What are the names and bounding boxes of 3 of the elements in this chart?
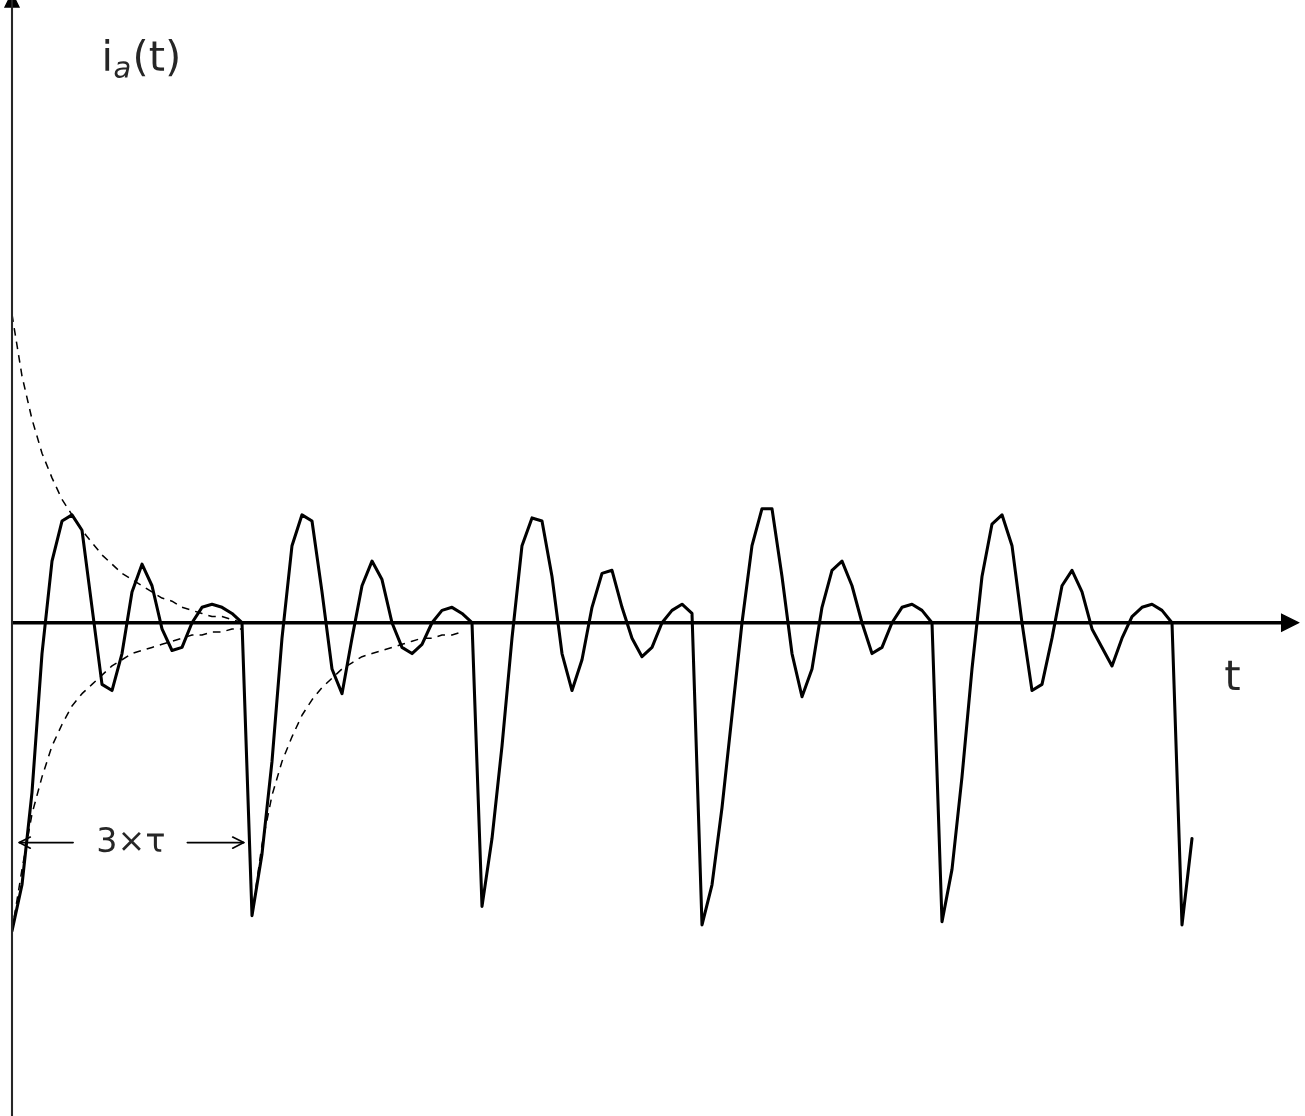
x-axis-title: t bbox=[1225, 660, 1240, 691]
text: i$_{a}$(t) bbox=[105, 39, 178, 78]
annotation: 3×τ bbox=[98, 827, 164, 853]
